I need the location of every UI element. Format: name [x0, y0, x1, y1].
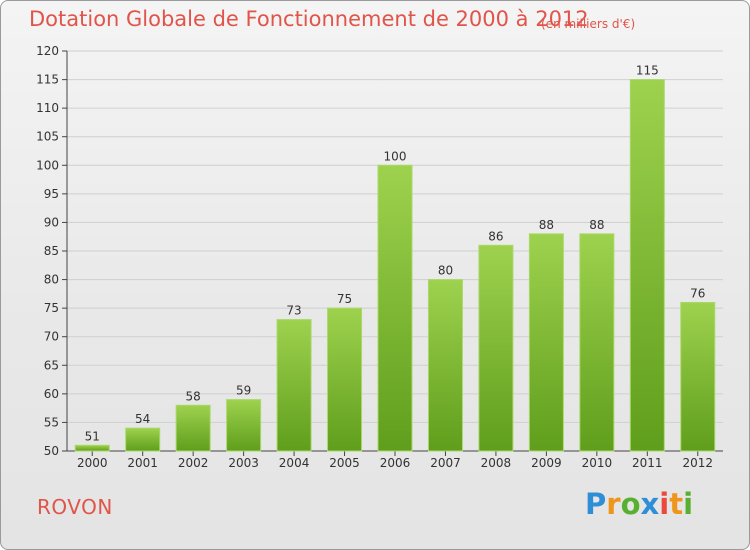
data-labels: 51 54 58 59 73 75 100 80 86 88 88 115 76	[85, 64, 706, 444]
y-tick-label: 100	[36, 158, 59, 172]
logo-letter: r	[606, 487, 621, 521]
x-tick-label: 2008	[481, 456, 512, 470]
bar	[478, 244, 514, 452]
logo-letter: t	[669, 487, 684, 521]
y-tick-label: 110	[36, 101, 59, 115]
logo-letter: P	[585, 487, 607, 521]
bar-chart: 50 55 60 65 70 75 80 85 90 95 100 105 110 115 120 2000 2…	[36, 44, 723, 470]
bar	[629, 79, 665, 452]
bar	[74, 444, 110, 452]
bar	[327, 307, 363, 452]
data-label: 88	[539, 218, 554, 232]
chart-title: Dotation Globale de Fonctionnement de 20…	[29, 7, 589, 31]
y-tick-label: 95	[44, 187, 59, 201]
bar	[276, 319, 312, 452]
y-tick-label: 50	[44, 444, 59, 458]
x-tick-label: 2002	[178, 456, 209, 470]
bars	[74, 79, 716, 452]
bar	[579, 233, 615, 452]
data-label: 75	[337, 292, 352, 306]
x-tick-label: 2004	[279, 456, 310, 470]
y-tick-label: 115	[36, 73, 59, 87]
x-tick-label: 2005	[329, 456, 360, 470]
data-label: 115	[636, 64, 659, 78]
data-label: 51	[85, 429, 100, 443]
data-label: 59	[236, 384, 251, 398]
y-tick-label: 65	[44, 358, 59, 372]
data-label: 58	[186, 389, 201, 403]
bar	[528, 233, 564, 452]
bar	[427, 279, 463, 452]
x-tick-label: 2009	[531, 456, 562, 470]
y-tick-label: 90	[44, 215, 59, 229]
y-tick-label: 70	[44, 330, 59, 344]
data-label: 88	[589, 218, 604, 232]
logo-letter: x	[640, 487, 660, 521]
y-tick-label: 55	[44, 415, 59, 429]
logo-letter: i	[683, 487, 694, 521]
bar	[226, 399, 262, 452]
y-tick-label: 60	[44, 387, 59, 401]
bar	[175, 404, 211, 452]
x-tick-label: 2000	[77, 456, 108, 470]
y-tick-label: 75	[44, 301, 59, 315]
x-tick-label: 2001	[127, 456, 158, 470]
x-tick-label: 2012	[682, 456, 713, 470]
data-label: 54	[135, 412, 150, 426]
bar	[680, 301, 716, 452]
data-label: 76	[690, 286, 705, 300]
logo-letter: i	[659, 487, 670, 521]
y-tick-label: 105	[36, 130, 59, 144]
data-label: 73	[286, 304, 301, 318]
x-tick-label: 2007	[430, 456, 461, 470]
chart-subtitle: (en milliers d'€)	[541, 17, 636, 31]
bar	[377, 164, 413, 452]
x-tick-label: 2006	[380, 456, 411, 470]
bar	[125, 427, 161, 452]
x-tick-label: 2003	[228, 456, 259, 470]
data-label: 80	[438, 264, 453, 278]
x-tick-label: 2010	[582, 456, 613, 470]
proxiti-logo[interactable]: Proxiti	[585, 487, 693, 521]
y-tick-label: 85	[44, 244, 59, 258]
commune-name: ROVON	[37, 495, 113, 519]
y-tick-label: 120	[36, 44, 59, 58]
y-tick-label: 80	[44, 273, 59, 287]
data-label: 86	[488, 229, 503, 243]
x-tick-label: 2011	[632, 456, 663, 470]
logo-letter: o	[620, 487, 641, 521]
data-label: 100	[384, 149, 407, 163]
